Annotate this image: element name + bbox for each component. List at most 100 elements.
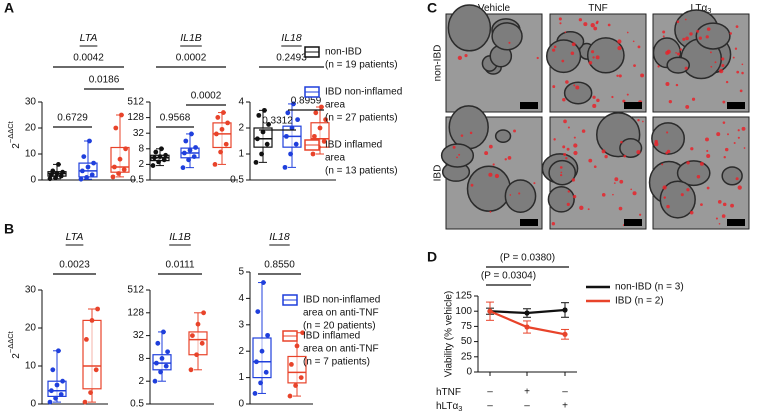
red-signal xyxy=(686,188,690,192)
data-point xyxy=(265,332,270,338)
p-value: 0.9568 xyxy=(160,113,191,124)
y-tick-label: 8 xyxy=(138,143,144,154)
legend-label: area on anti-TNF xyxy=(303,344,379,355)
column-label: LTα3 xyxy=(691,3,712,15)
red-signal xyxy=(592,103,597,109)
data-point xyxy=(253,159,259,165)
organoid xyxy=(547,185,575,213)
micrograph xyxy=(652,9,750,113)
y-axis-label-sup: −ΔΔCt xyxy=(6,330,15,353)
red-signal xyxy=(679,48,683,51)
red-signal xyxy=(509,194,512,196)
data-point xyxy=(84,337,89,342)
y-tick-label: 2 xyxy=(238,346,244,357)
data-point xyxy=(255,136,260,142)
data-point xyxy=(154,360,159,366)
y-axis-label-base: 2 xyxy=(11,353,22,359)
y-tick-label: 4 xyxy=(238,97,244,108)
red-signal xyxy=(484,151,489,156)
data-point xyxy=(219,126,225,132)
red-signal xyxy=(573,143,578,148)
red-signal xyxy=(581,129,586,133)
red-signal xyxy=(591,50,595,54)
red-signal xyxy=(639,213,642,216)
red-signal xyxy=(690,147,694,151)
red-signal xyxy=(452,145,456,149)
y-tick-label: 128 xyxy=(127,112,144,123)
red-signal xyxy=(636,150,641,155)
y-tick-label: 128 xyxy=(127,307,144,318)
data-point xyxy=(157,154,163,160)
x-row-value: + xyxy=(562,401,568,412)
red-signal xyxy=(504,158,507,161)
red-signal xyxy=(676,20,680,23)
red-signal xyxy=(559,22,562,25)
red-signal xyxy=(633,64,636,67)
red-signal xyxy=(573,136,576,139)
y-tick-label: 5 xyxy=(238,267,244,278)
data-point xyxy=(195,321,201,327)
micrograph xyxy=(545,13,647,113)
red-signal xyxy=(632,40,635,43)
red-signal xyxy=(640,73,645,78)
y-tick-label: 2 xyxy=(238,123,244,134)
red-signal xyxy=(685,104,690,109)
data-point xyxy=(199,340,205,346)
red-signal xyxy=(709,51,712,54)
legend-label: IBD inflamed xyxy=(303,331,360,342)
red-signal xyxy=(696,29,700,33)
p-value: 0.0042 xyxy=(73,53,104,64)
red-signal xyxy=(705,35,709,39)
red-signal xyxy=(561,59,565,63)
y-tick-label: 30 xyxy=(25,97,37,108)
data-point xyxy=(89,318,95,323)
data-point xyxy=(259,348,265,354)
column-label-base: Vehicle xyxy=(478,3,511,14)
legend-label: IBD (n = 2) xyxy=(615,296,664,307)
red-signal xyxy=(734,47,738,50)
red-signal xyxy=(488,144,493,149)
red-signal xyxy=(737,129,740,132)
box xyxy=(212,122,232,149)
data-point xyxy=(524,310,530,316)
y-axis-label: 2−ΔΔCt xyxy=(6,120,22,148)
data-point xyxy=(47,176,53,182)
red-signal xyxy=(663,196,667,199)
data-point xyxy=(298,375,304,380)
red-signal xyxy=(617,39,622,44)
column-label: TNF xyxy=(588,3,607,14)
red-signal xyxy=(571,178,576,182)
data-point xyxy=(310,151,316,157)
legend-n: (n = 20 patients) xyxy=(303,321,376,332)
red-signal xyxy=(689,210,694,215)
data-point xyxy=(80,168,85,174)
data-point xyxy=(60,378,65,384)
red-signal xyxy=(725,80,729,84)
y-tick-label: 32 xyxy=(133,330,145,341)
red-signal xyxy=(611,95,614,99)
red-signal xyxy=(593,165,597,169)
red-signal xyxy=(684,18,687,21)
legend-label: IBD inflamed xyxy=(325,140,382,151)
organoid xyxy=(440,143,475,168)
red-signal xyxy=(706,149,709,152)
data-point xyxy=(524,324,530,330)
red-signal xyxy=(592,56,595,59)
data-point xyxy=(189,131,194,137)
x-row-value: – xyxy=(562,387,568,398)
subplot-title: LTA xyxy=(66,231,84,243)
red-signal xyxy=(710,65,713,68)
p-value: 0.8550 xyxy=(264,260,295,271)
data-point xyxy=(260,129,266,135)
red-signal xyxy=(565,80,569,84)
y-tick-label: 512 xyxy=(127,97,144,108)
red-signal xyxy=(587,208,590,211)
red-signal xyxy=(489,210,492,213)
data-point xyxy=(182,150,187,156)
p-value: 0.2493 xyxy=(276,53,307,64)
red-signal xyxy=(551,222,556,226)
data-point xyxy=(289,125,295,131)
y-tick-label: 8 xyxy=(138,353,144,364)
organoid xyxy=(563,81,593,105)
